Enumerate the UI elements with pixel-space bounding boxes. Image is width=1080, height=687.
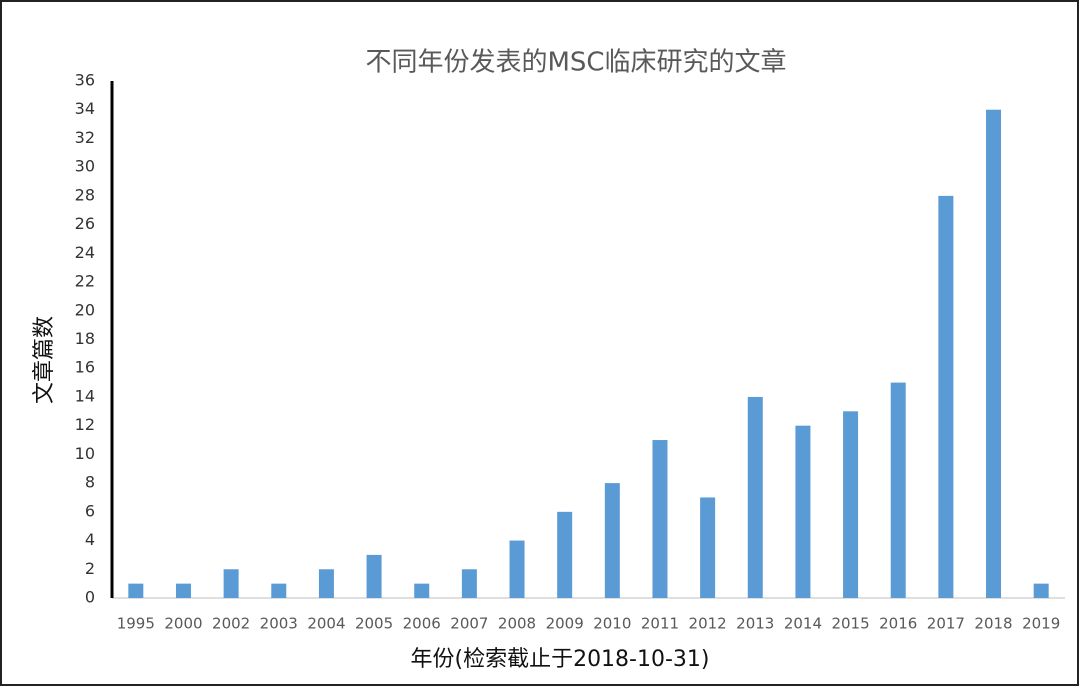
bar: [747, 396, 763, 598]
y-tick-label: 18: [75, 329, 95, 348]
bar: [890, 382, 906, 598]
y-tick-label: 24: [75, 243, 95, 262]
x-tick-label: 2018: [974, 615, 1012, 633]
x-tick-label: 2019: [1022, 615, 1060, 633]
x-tick-label: 2008: [498, 615, 536, 633]
y-tick-label: 16: [75, 358, 95, 377]
y-tick-label: 2: [85, 559, 95, 578]
y-axis-label: 文章篇数: [32, 316, 57, 404]
y-tick-label: 22: [75, 272, 95, 291]
bar: [366, 554, 382, 598]
y-tick-label: 14: [75, 386, 95, 405]
bar: [318, 569, 334, 598]
y-tick-label: 34: [75, 99, 95, 118]
x-tick-label: 2009: [546, 615, 584, 633]
y-tick-label: 8: [85, 473, 95, 492]
y-tick-label: 6: [85, 501, 95, 520]
bar: [1033, 583, 1049, 598]
bar: [271, 583, 287, 598]
bar: [175, 583, 191, 598]
x-tick-label: 2010: [593, 615, 631, 633]
y-tick-label: 32: [75, 128, 95, 147]
x-tick-label: 2013: [736, 615, 774, 633]
x-tick-label: 2004: [307, 615, 345, 633]
x-tick-label: 2005: [355, 615, 393, 633]
x-tick-label: 2007: [450, 615, 488, 633]
bar: [223, 569, 239, 598]
bar: [557, 511, 573, 598]
x-tick-label: 2000: [164, 615, 202, 633]
x-tick-label: 2016: [879, 615, 917, 633]
y-tick-label: 36: [75, 71, 95, 90]
y-tick-label: 30: [75, 157, 95, 176]
y-tick-label: 4: [85, 530, 95, 549]
x-tick-label: 2012: [689, 615, 727, 633]
bar: [938, 195, 954, 598]
y-tick-label: 12: [75, 415, 95, 434]
x-tick-label: 1995: [117, 615, 155, 633]
x-tick-label: 2006: [403, 615, 441, 633]
bar: [461, 569, 477, 598]
chart-title: 不同年份发表的MSC临床研究的文章: [365, 48, 786, 78]
y-tick-label: 28: [75, 185, 95, 204]
y-tick-label: 26: [75, 214, 95, 233]
x-tick-label: 2014: [784, 615, 822, 633]
bar: [986, 109, 1002, 598]
x-tick-label: 2017: [927, 615, 965, 633]
bar: [652, 440, 668, 598]
bar: [795, 425, 811, 598]
bar: [414, 583, 430, 598]
y-tick-label: 20: [75, 300, 95, 319]
bar: [843, 411, 859, 598]
x-axis-label: 年份(检索截止于2018-10-31): [410, 647, 709, 672]
bar: [509, 540, 525, 598]
bar: [128, 583, 144, 598]
x-tick-label: 2002: [212, 615, 250, 633]
x-tick-label: 2003: [260, 615, 298, 633]
y-tick-label: 0: [85, 588, 95, 607]
bar: [700, 497, 716, 598]
bar: [604, 483, 620, 598]
x-tick-label: 2015: [831, 615, 869, 633]
x-tick-label: 2011: [641, 615, 679, 633]
y-tick-label: 10: [75, 444, 95, 463]
